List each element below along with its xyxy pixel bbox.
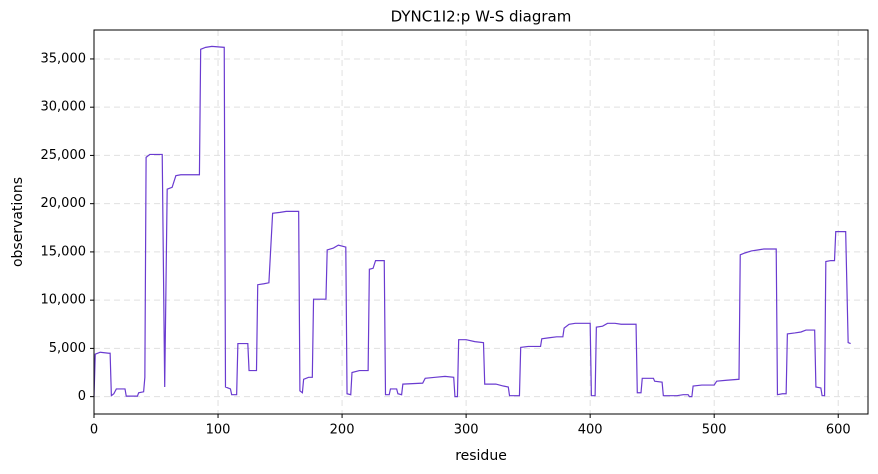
- x-tick-label: 200: [330, 423, 355, 438]
- x-tick-label: 500: [702, 423, 727, 438]
- y-tick-label: 30,000: [41, 100, 87, 115]
- y-tick-label: 35,000: [41, 51, 87, 66]
- y-axis-label: observations: [10, 177, 26, 267]
- y-tick-label: 0: [78, 389, 86, 404]
- x-tick-label: 0: [90, 423, 98, 438]
- chart-title: DYNC1I2:p W-S diagram: [391, 8, 572, 26]
- plot-frame: [93, 29, 869, 415]
- y-tick-label: 25,000: [41, 148, 87, 163]
- x-axis-label: residue: [455, 448, 507, 464]
- x-tick-label: 100: [206, 423, 231, 438]
- y-tick-label: 10,000: [41, 293, 87, 308]
- y-tick-label: 5,000: [49, 341, 86, 356]
- y-tick-label: 20,000: [41, 196, 87, 211]
- x-tick-label: 300: [454, 423, 479, 438]
- y-tick-label: 15,000: [41, 244, 87, 259]
- x-tick-label: 600: [826, 423, 851, 438]
- data-line: [93, 45, 851, 398]
- x-tick-label: 400: [578, 423, 603, 438]
